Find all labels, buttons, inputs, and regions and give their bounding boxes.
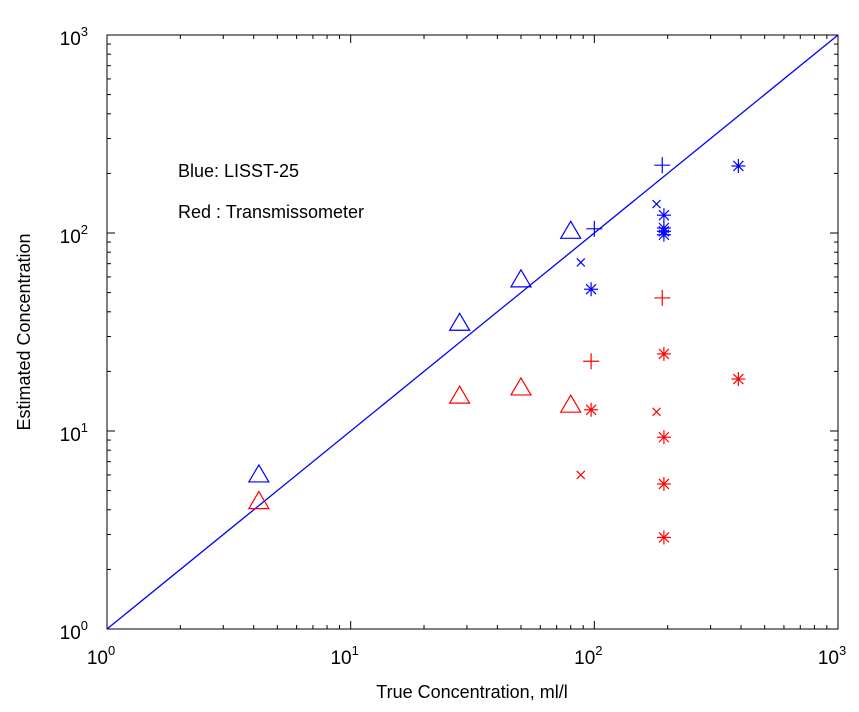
y-tick-label: 103 bbox=[60, 24, 88, 50]
y-axis-title: Estimated Concentration bbox=[14, 233, 34, 430]
marker-triangle bbox=[448, 384, 471, 404]
marker-asterisk bbox=[656, 346, 671, 361]
marker-plus bbox=[654, 157, 671, 174]
marker-x bbox=[576, 258, 586, 267]
annotation-red: Red : Transmissometer bbox=[178, 202, 364, 222]
marker-x bbox=[652, 199, 661, 209]
y-tick-label: 101 bbox=[60, 420, 88, 446]
marker-triangle bbox=[559, 220, 582, 239]
marker-asterisk bbox=[656, 476, 671, 491]
x-tick-label: 101 bbox=[330, 643, 358, 669]
marker-x bbox=[576, 470, 586, 480]
marker-asterisk bbox=[584, 282, 599, 297]
marker-asterisk bbox=[731, 158, 746, 173]
marker-triangle bbox=[509, 376, 533, 396]
x-tick-label: 102 bbox=[574, 643, 602, 669]
marker-x bbox=[652, 407, 661, 417]
annotation-blue: Blue: LISST-25 bbox=[178, 161, 299, 181]
x-axis-title: True Concentration, ml/l bbox=[376, 682, 567, 702]
marker-asterisk bbox=[656, 227, 671, 242]
tick-marks bbox=[106, 34, 839, 630]
x-tick-label: 100 bbox=[87, 643, 115, 669]
marker-triangle bbox=[509, 268, 533, 288]
marker-asterisk bbox=[656, 430, 671, 445]
marker-plus bbox=[583, 353, 600, 370]
marker-plus bbox=[654, 289, 671, 306]
marker-asterisk bbox=[731, 372, 746, 387]
marker-asterisk bbox=[656, 530, 671, 545]
reference-line bbox=[106, 34, 839, 630]
marker-triangle bbox=[247, 463, 270, 483]
marker-asterisk bbox=[584, 402, 599, 417]
marker-triangle bbox=[247, 490, 270, 510]
y-tick-label: 102 bbox=[60, 222, 88, 248]
y-tick-label: 100 bbox=[60, 618, 88, 644]
tick-labels: 100 101 102 103 100 101 102 103 bbox=[60, 24, 847, 669]
reference-line-group bbox=[106, 34, 839, 630]
marker-asterisk bbox=[656, 208, 671, 223]
marker-plus bbox=[586, 220, 603, 237]
data-markers bbox=[247, 157, 746, 545]
marker-triangle bbox=[448, 312, 471, 331]
marker-triangle bbox=[559, 394, 582, 413]
x-tick-label: 103 bbox=[818, 643, 846, 669]
